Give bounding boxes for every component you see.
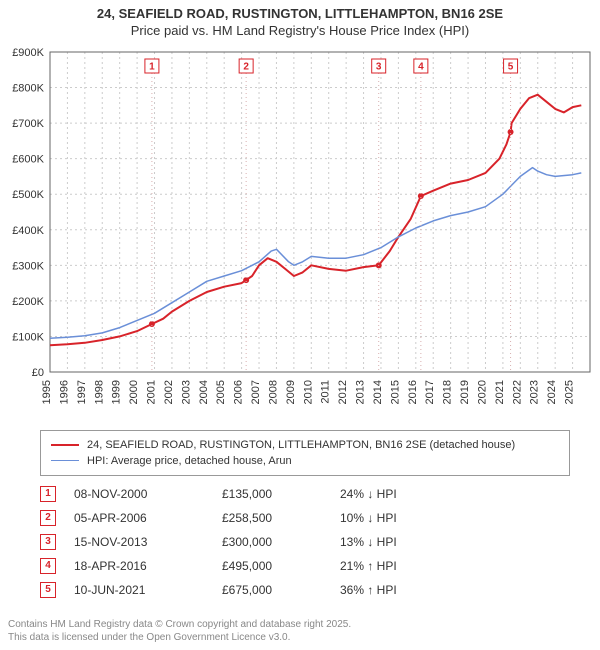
legend: 24, SEAFIELD ROAD, RUSTINGTON, LITTLEHAM… xyxy=(40,430,570,476)
svg-text:2014: 2014 xyxy=(372,380,384,404)
svg-text:2022: 2022 xyxy=(511,380,523,404)
svg-text:2005: 2005 xyxy=(215,380,227,404)
svg-text:2024: 2024 xyxy=(546,380,558,404)
svg-text:1998: 1998 xyxy=(93,380,105,404)
svg-text:£500K: £500K xyxy=(12,189,44,201)
svg-text:£300K: £300K xyxy=(12,260,44,272)
transaction-row: 3 15-NOV-2013 £300,000 13% ↓ HPI xyxy=(40,530,570,554)
footer-line1: Contains HM Land Registry data © Crown c… xyxy=(8,618,351,631)
legend-row: HPI: Average price, detached house, Arun xyxy=(51,453,559,469)
svg-text:2015: 2015 xyxy=(389,380,401,404)
svg-text:5: 5 xyxy=(508,61,514,72)
svg-text:2010: 2010 xyxy=(302,380,314,404)
svg-text:1997: 1997 xyxy=(76,380,88,404)
svg-text:£200K: £200K xyxy=(12,296,44,308)
legend-label: 24, SEAFIELD ROAD, RUSTINGTON, LITTLEHAM… xyxy=(87,439,515,451)
legend-label: HPI: Average price, detached house, Arun xyxy=(87,455,292,467)
transaction-pct: 13% ↓ HPI xyxy=(340,535,450,549)
svg-text:1995: 1995 xyxy=(41,380,53,404)
svg-text:2004: 2004 xyxy=(198,380,210,404)
svg-text:1: 1 xyxy=(149,61,155,72)
transaction-price: £135,000 xyxy=(222,487,322,501)
svg-text:2012: 2012 xyxy=(337,380,349,404)
transaction-date: 08-NOV-2000 xyxy=(74,487,204,501)
transaction-price: £258,500 xyxy=(222,511,322,525)
transaction-price: £495,000 xyxy=(222,559,322,573)
svg-text:2009: 2009 xyxy=(285,380,297,404)
chart-area: £0 £100K £200K £300K £400K £500K £600K £700K £80… xyxy=(0,42,600,422)
transaction-pct: 21% ↑ HPI xyxy=(340,559,450,573)
svg-text:2023: 2023 xyxy=(529,380,541,404)
svg-text:2025: 2025 xyxy=(564,380,576,404)
transaction-row: 4 18-APR-2016 £495,000 21% ↑ HPI xyxy=(40,554,570,578)
svg-text:2002: 2002 xyxy=(163,380,175,404)
chart-title-line1: 24, SEAFIELD ROAD, RUSTINGTON, LITTLEHAM… xyxy=(0,0,600,23)
footer-attribution: Contains HM Land Registry data © Crown c… xyxy=(8,618,351,644)
transaction-price: £675,000 xyxy=(222,583,322,597)
svg-text:£400K: £400K xyxy=(12,225,44,237)
svg-text:2017: 2017 xyxy=(424,380,436,404)
transaction-date: 15-NOV-2013 xyxy=(74,535,204,549)
transaction-marker: 4 xyxy=(40,558,56,574)
transaction-marker: 2 xyxy=(40,510,56,526)
svg-text:2003: 2003 xyxy=(180,380,192,404)
svg-text:£100K: £100K xyxy=(12,331,44,343)
svg-text:2006: 2006 xyxy=(233,380,245,404)
svg-text:£800K: £800K xyxy=(12,82,44,94)
svg-text:2018: 2018 xyxy=(442,380,454,404)
footer-line2: This data is licensed under the Open Gov… xyxy=(8,631,351,644)
transaction-date: 18-APR-2016 xyxy=(74,559,204,573)
legend-swatch xyxy=(51,460,79,461)
svg-text:2008: 2008 xyxy=(267,380,279,404)
svg-text:2011: 2011 xyxy=(320,380,332,404)
svg-text:2000: 2000 xyxy=(128,380,140,404)
transaction-marker: 3 xyxy=(40,534,56,550)
line-chart-svg: £0 £100K £200K £300K £400K £500K £600K £700K £80… xyxy=(0,42,600,422)
chart-title-line2: Price paid vs. HM Land Registry's House … xyxy=(0,23,600,42)
svg-text:£600K: £600K xyxy=(12,154,44,166)
svg-text:3: 3 xyxy=(376,61,382,72)
transaction-pct: 10% ↓ HPI xyxy=(340,511,450,525)
svg-text:2007: 2007 xyxy=(250,380,262,404)
svg-text:2020: 2020 xyxy=(476,380,488,404)
transaction-row: 2 05-APR-2006 £258,500 10% ↓ HPI xyxy=(40,506,570,530)
svg-text:1996: 1996 xyxy=(58,380,70,404)
legend-row: 24, SEAFIELD ROAD, RUSTINGTON, LITTLEHAM… xyxy=(51,437,559,453)
transaction-pct: 24% ↓ HPI xyxy=(340,487,450,501)
svg-text:£700K: £700K xyxy=(12,118,44,130)
svg-text:£900K: £900K xyxy=(12,47,44,59)
svg-text:2001: 2001 xyxy=(146,380,158,404)
svg-text:2019: 2019 xyxy=(459,380,471,404)
transaction-row: 1 08-NOV-2000 £135,000 24% ↓ HPI xyxy=(40,482,570,506)
svg-text:1999: 1999 xyxy=(111,380,123,404)
legend-swatch xyxy=(51,444,79,446)
transaction-price: £300,000 xyxy=(222,535,322,549)
svg-text:2021: 2021 xyxy=(494,380,506,404)
transaction-date: 10-JUN-2021 xyxy=(74,583,204,597)
transaction-date: 05-APR-2006 xyxy=(74,511,204,525)
transaction-row: 5 10-JUN-2021 £675,000 36% ↑ HPI xyxy=(40,578,570,602)
svg-text:2016: 2016 xyxy=(407,380,419,404)
svg-text:2: 2 xyxy=(243,61,249,72)
svg-text:2013: 2013 xyxy=(355,380,367,404)
transaction-pct: 36% ↑ HPI xyxy=(340,583,450,597)
svg-text:£0: £0 xyxy=(32,367,44,379)
svg-text:4: 4 xyxy=(418,61,424,72)
transaction-marker: 1 xyxy=(40,486,56,502)
transactions-table: 1 08-NOV-2000 £135,000 24% ↓ HPI 2 05-APR-200… xyxy=(40,482,570,602)
transaction-marker: 5 xyxy=(40,582,56,598)
